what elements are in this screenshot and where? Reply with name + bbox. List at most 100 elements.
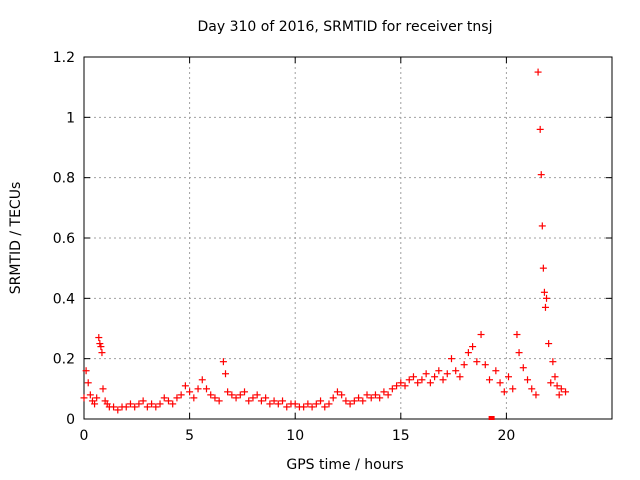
data-point [534, 68, 542, 76]
data-point [122, 403, 130, 411]
x-tick-label: 20 [497, 428, 515, 444]
data-point [481, 361, 489, 369]
data-point [164, 397, 172, 405]
data-point [156, 400, 164, 408]
data-point [486, 376, 494, 384]
data-point [194, 385, 202, 393]
data-point [384, 391, 392, 399]
data-point [224, 388, 232, 396]
data-point [380, 388, 388, 396]
data-point [139, 397, 147, 405]
y-tick-label: 0.6 [53, 231, 75, 247]
data-point [519, 364, 527, 372]
plot-frame [83, 56, 613, 420]
x-tick-label: 15 [392, 428, 410, 444]
data-point [329, 394, 337, 402]
y-tick-label: 0.2 [53, 352, 75, 368]
data-point [388, 385, 396, 393]
data-point [555, 391, 563, 399]
data-point [148, 400, 156, 408]
data-point [539, 264, 547, 272]
data-point [367, 394, 375, 402]
data-point [393, 382, 401, 390]
data-point [181, 382, 189, 390]
data-point [222, 370, 230, 378]
data-point [515, 349, 523, 357]
data-point [359, 397, 367, 405]
data-point [376, 394, 384, 402]
data-point [245, 397, 253, 405]
data-point [91, 400, 99, 408]
data-point [283, 403, 291, 411]
data-point [95, 334, 103, 342]
data-point [143, 403, 151, 411]
data-point [241, 388, 249, 396]
data-point [262, 394, 270, 402]
data-point [363, 391, 371, 399]
data-point [308, 403, 316, 411]
data-points [80, 68, 570, 420]
data-point [173, 394, 181, 402]
data-point [342, 397, 350, 405]
y-tick-label: 0.8 [53, 171, 75, 187]
data-point [547, 379, 555, 387]
data-point [528, 385, 536, 393]
data-point [460, 361, 468, 369]
data-point [473, 358, 481, 366]
data-point [317, 397, 325, 405]
data-point [551, 373, 559, 381]
data-point [80, 394, 88, 402]
data-point [418, 376, 426, 384]
data-point [160, 394, 168, 402]
data-point [232, 394, 240, 402]
data-point [405, 376, 413, 384]
data-point [228, 391, 236, 399]
data-point [401, 382, 409, 390]
data-point [98, 349, 106, 357]
data-point [152, 403, 160, 411]
data-point [99, 385, 107, 393]
data-point [279, 397, 287, 405]
data-point [350, 397, 358, 405]
data-point [274, 400, 282, 408]
data-point [126, 400, 134, 408]
data-point [131, 403, 139, 411]
data-point [207, 391, 215, 399]
x-tick-label: 5 [185, 428, 194, 444]
data-point [464, 349, 472, 357]
data-point [524, 376, 532, 384]
data-point [312, 400, 320, 408]
data-point [541, 303, 549, 311]
chart-title: Day 310 of 2016, SRMTID for receiver tns… [198, 19, 493, 35]
data-point [414, 379, 422, 387]
y-tick-label: 1 [66, 110, 75, 126]
grid [84, 57, 612, 419]
data-point [325, 400, 333, 408]
data-point [456, 373, 464, 381]
data-point [500, 388, 508, 396]
data-point [82, 367, 90, 375]
data-point [291, 400, 299, 408]
data-point [270, 397, 278, 405]
data-point [93, 394, 101, 402]
data-point [338, 391, 346, 399]
data-point [469, 343, 477, 351]
data-point [169, 400, 177, 408]
data-point [371, 391, 379, 399]
data-point [177, 391, 185, 399]
data-point [219, 358, 227, 366]
data-point [562, 388, 570, 396]
data-point [543, 294, 551, 302]
data-point [447, 355, 455, 363]
data-point [186, 388, 194, 396]
data-point [198, 376, 206, 384]
data-point [355, 394, 363, 402]
data-point [215, 397, 223, 405]
data-point [549, 358, 557, 366]
data-point [545, 340, 553, 348]
data-point [509, 385, 517, 393]
y-tick-label: 1.2 [53, 50, 75, 66]
y-tick-label: 0.4 [53, 291, 75, 307]
x-tick-label: 0 [80, 428, 89, 444]
x-axis-label: GPS time / hours [286, 457, 403, 473]
